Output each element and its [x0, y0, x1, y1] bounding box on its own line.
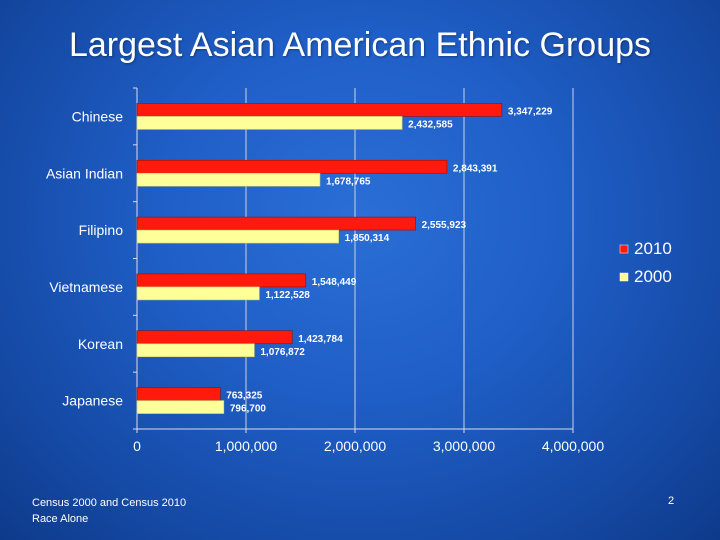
data-label: 1,122,528 — [265, 290, 310, 301]
x-tick-label: 3,000,000 — [433, 438, 495, 454]
bar-2000 — [136, 343, 255, 358]
data-label: 2,555,923 — [422, 220, 467, 231]
bar-2010 — [136, 330, 293, 345]
bar-2010 — [136, 273, 307, 288]
data-label: 796,700 — [230, 404, 267, 415]
data-label: 1,850,314 — [345, 233, 390, 244]
legend-swatch — [619, 244, 629, 254]
bar-2010 — [136, 103, 503, 117]
data-label: 2,843,391 — [453, 163, 498, 174]
data-label: 3,347,229 — [508, 106, 553, 117]
x-tick-label: 1,000,000 — [215, 438, 277, 454]
legend-label: 2000 — [634, 267, 672, 286]
footer-note: Census 2000 and Census 2010 Race Alone — [32, 495, 186, 527]
data-label: 1,423,784 — [298, 334, 343, 345]
category-label: Vietnamese — [49, 279, 123, 295]
x-tick-label: 4,000,000 — [542, 438, 604, 454]
x-tick-label: 2,000,000 — [324, 438, 386, 454]
bar-2010 — [136, 216, 416, 231]
page-number: 2 — [668, 495, 675, 507]
bar-2000 — [136, 400, 225, 414]
data-label: 763,325 — [226, 391, 263, 402]
data-label: 2,432,585 — [408, 119, 453, 130]
category-label: Korean — [78, 336, 123, 352]
legend-swatch — [619, 272, 629, 282]
legend-label: 2010 — [634, 239, 672, 258]
bar-2010 — [136, 159, 448, 174]
category-label: Chinese — [72, 108, 124, 124]
footer-line-2: Race Alone — [32, 513, 89, 525]
data-label: 1,076,872 — [260, 347, 305, 358]
category-label: Filipino — [79, 222, 124, 238]
bar-2010 — [136, 387, 221, 401]
bar-2000 — [136, 116, 403, 130]
slide-title: Largest Asian American Ethnic Groups — [68, 26, 652, 64]
data-label: 1,678,765 — [326, 176, 371, 187]
bar-2000 — [136, 229, 339, 244]
data-label: 1,548,449 — [312, 277, 357, 288]
footer-line-1: Census 2000 and Census 2010 — [32, 497, 187, 509]
category-label: Japanese — [62, 393, 123, 409]
category-label: Asian Indian — [46, 165, 123, 181]
bar-2000 — [136, 172, 321, 187]
bar-2000 — [136, 286, 260, 301]
x-tick-label: 0 — [133, 438, 141, 454]
